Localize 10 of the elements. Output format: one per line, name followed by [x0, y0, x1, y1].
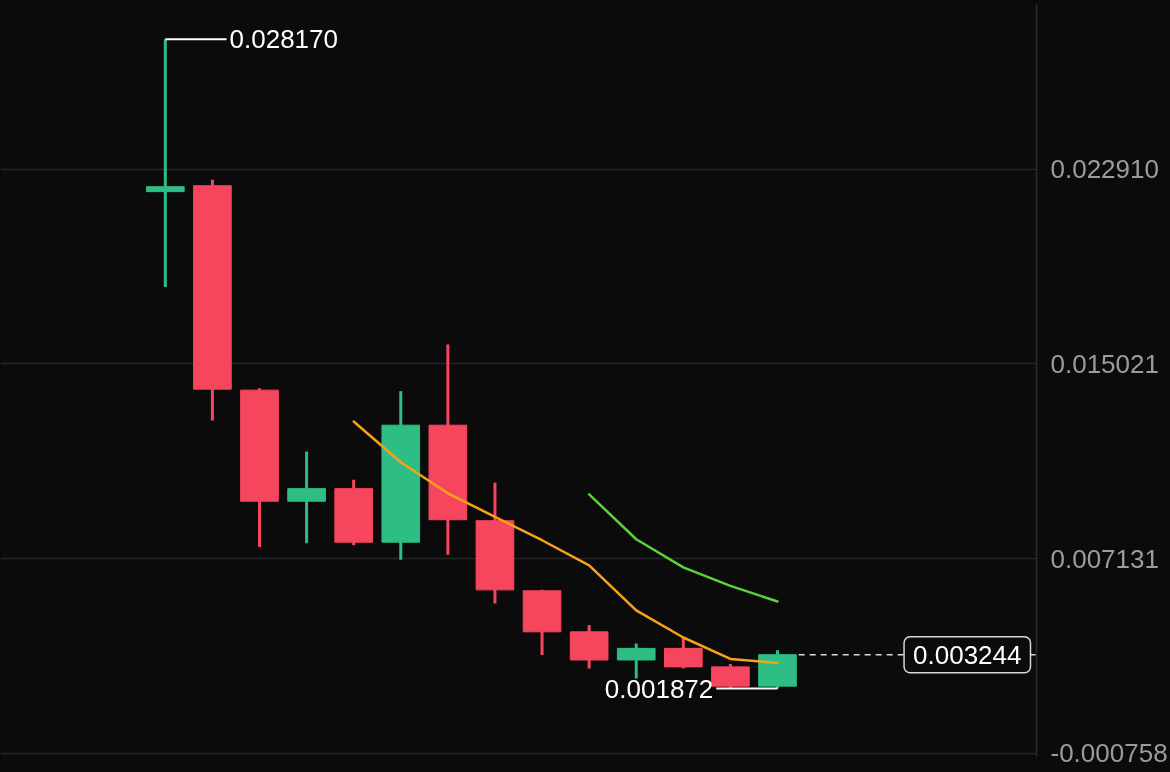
- y-tick-label: 0.022910: [1050, 154, 1159, 185]
- line-series: [587, 493, 779, 603]
- candlestick: [287, 451, 326, 545]
- annotation: 0.001872: [604, 673, 714, 704]
- ref-line-label: 0.003244: [913, 639, 1022, 670]
- candlestick: [145, 39, 185, 287]
- y-tick-label: 0.007131: [1050, 543, 1159, 574]
- y-tick-label: -0.000758: [1050, 738, 1168, 769]
- annotation: 0.028170: [229, 24, 338, 55]
- y-tick-label: 0.015021: [1050, 348, 1159, 379]
